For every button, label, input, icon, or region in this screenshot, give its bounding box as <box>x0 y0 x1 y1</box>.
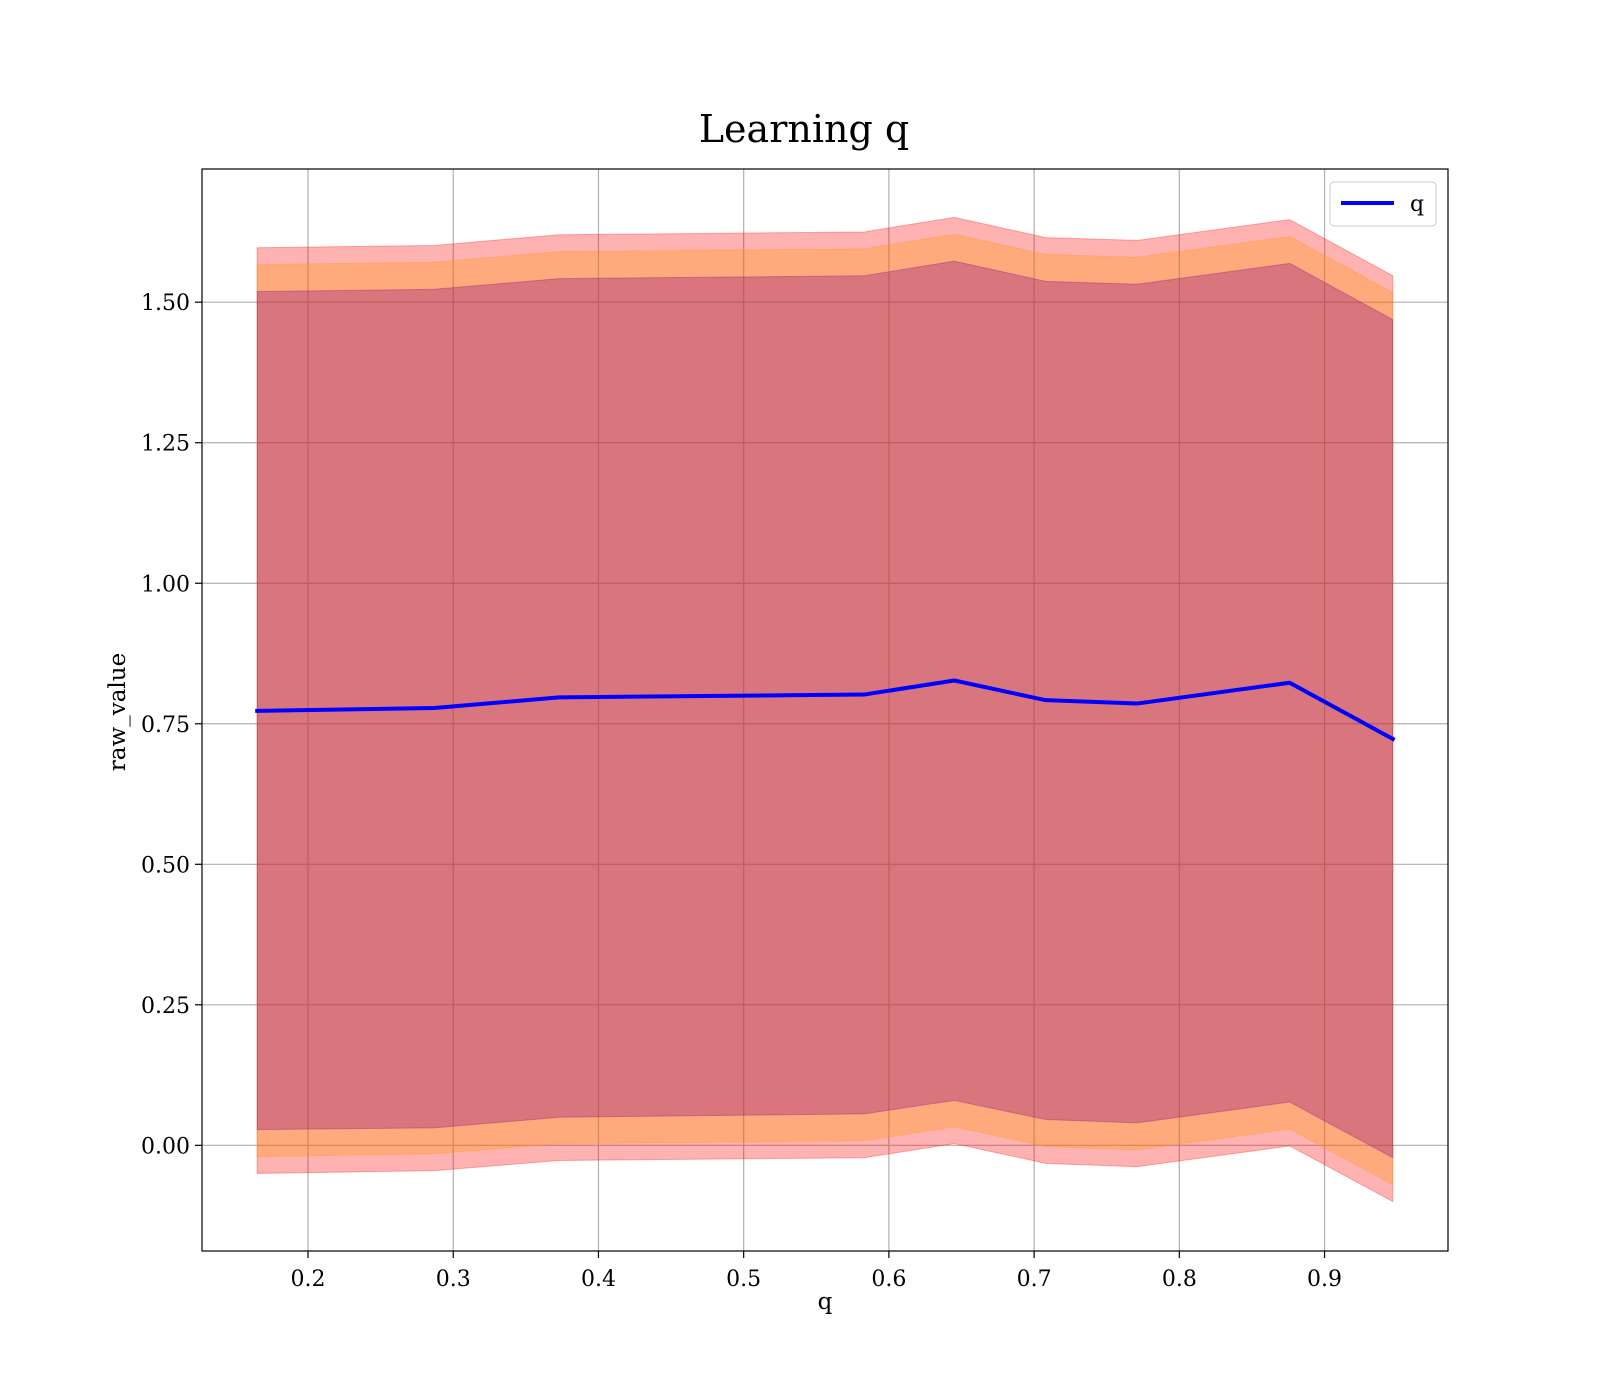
x-tick-label: 0.6 <box>871 1267 906 1292</box>
x-axis-label: q <box>818 1289 833 1315</box>
confidence-band <box>256 233 1394 1186</box>
series-line <box>255 678 1396 742</box>
legend-label: q <box>1410 192 1424 217</box>
confidence-band <box>256 260 1394 1159</box>
y-tick-label: 0.00 <box>141 1134 190 1159</box>
y-tick-label: 0.75 <box>141 713 190 738</box>
confidence-band <box>256 216 1394 1203</box>
y-tick-label: 1.25 <box>141 432 190 457</box>
plot-frame <box>201 168 1449 1252</box>
x-tick-label: 0.5 <box>726 1267 761 1292</box>
chart-title: Learning q <box>699 107 909 151</box>
x-tick-label: 0.8 <box>1162 1267 1197 1292</box>
y-axis-label: raw_value <box>105 653 131 771</box>
x-tick-label: 0.3 <box>436 1267 471 1292</box>
x-tick-label: 0.9 <box>1307 1267 1342 1292</box>
y-tick-label: 0.50 <box>141 853 190 878</box>
x-tick-label: 0.4 <box>581 1267 616 1292</box>
y-axis-ticks: 0.00 0.25 0.50 0.75 1.00 1.25 1.50 <box>141 291 202 1159</box>
confidence-bands <box>256 216 1394 1203</box>
legend: q <box>1329 181 1437 227</box>
x-tick-label: 0.7 <box>1017 1267 1052 1292</box>
y-tick-label: 1.50 <box>141 291 190 316</box>
series-lines <box>255 678 1396 742</box>
y-tick-label: 0.25 <box>141 994 190 1019</box>
grid <box>202 169 1448 1251</box>
y-tick-label: 1.00 <box>141 572 190 597</box>
x-tick-label: 0.2 <box>291 1267 326 1292</box>
x-axis-ticks: 0.2 0.3 0.4 0.5 0.6 0.7 0.8 0.9 <box>291 1251 1342 1292</box>
